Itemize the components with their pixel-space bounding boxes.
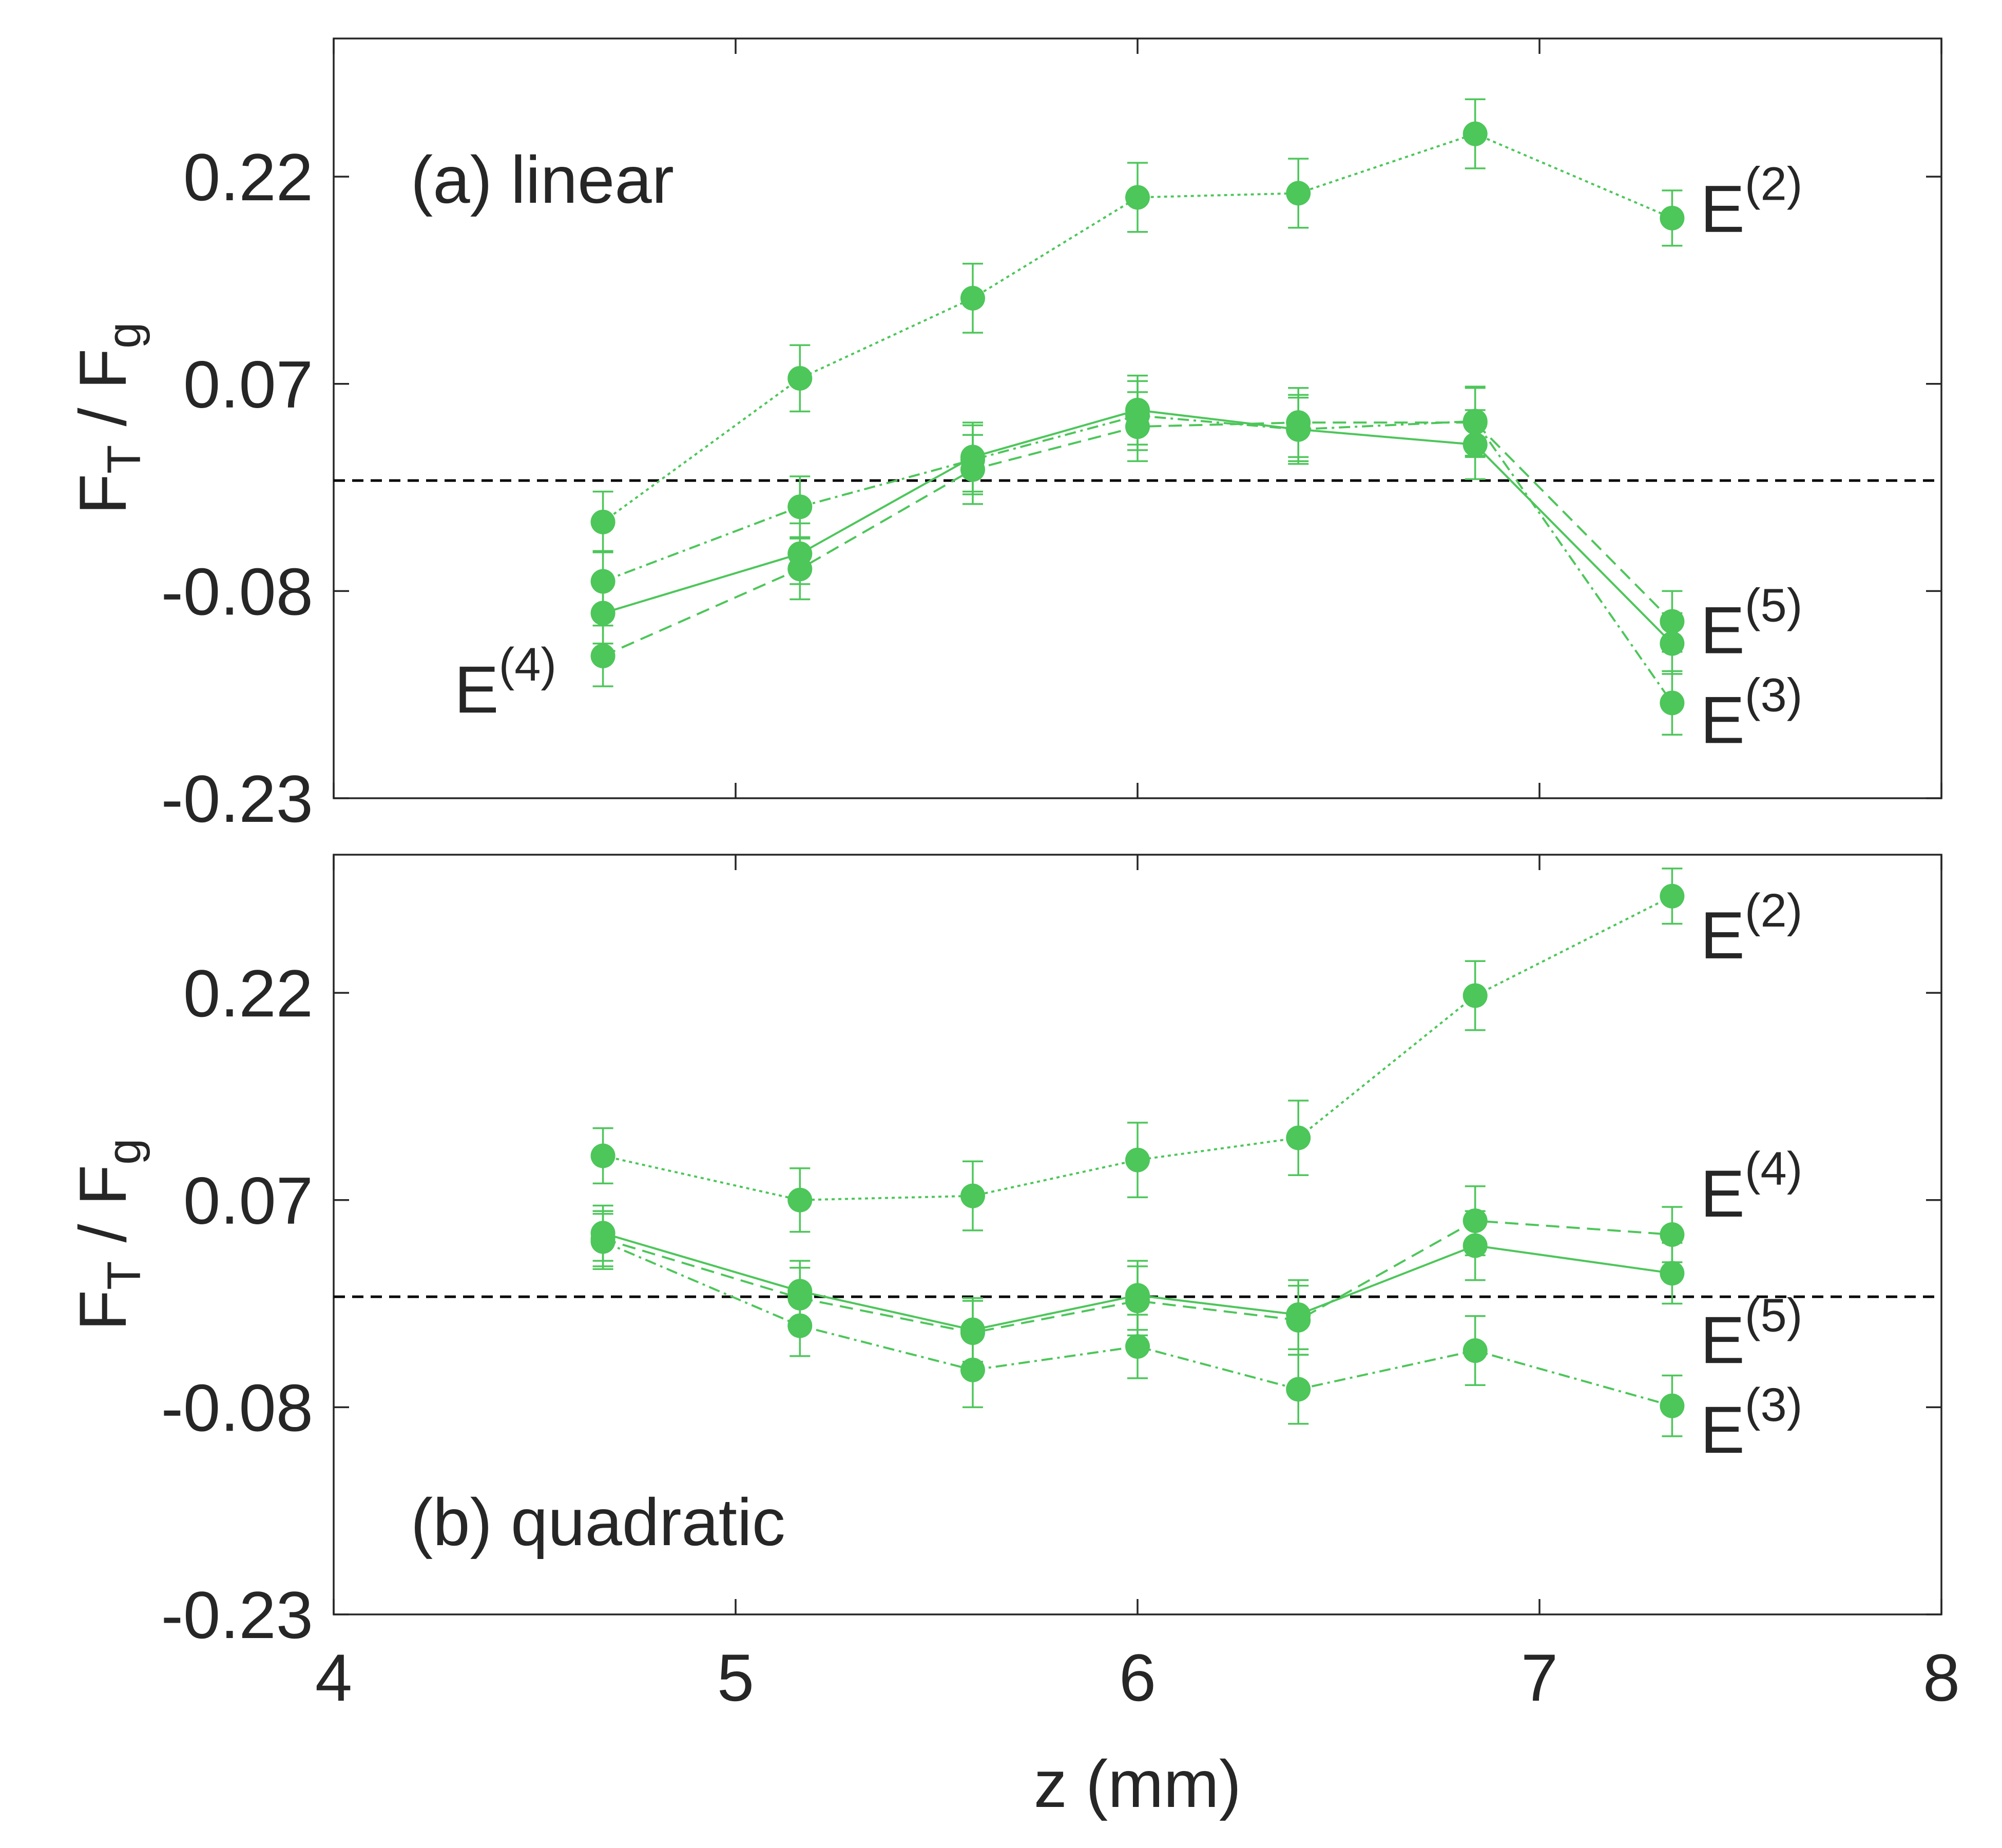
series-e5 [590,374,1685,675]
data-point [1125,1283,1150,1308]
y-axis-title-main: F [65,474,140,514]
y-axis-title-sub2: g [98,322,150,349]
series-annotation: E(2) [1700,158,1802,246]
y-axis-title-main: F [65,1290,140,1331]
annotation-base: E [1700,1392,1745,1467]
data-point [1286,1302,1311,1327]
data-point [1125,185,1150,210]
annotation-superscript: (4) [1745,1143,1802,1195]
panel-linear-data: E(2)E(5)E(3)E(4) [454,98,1802,757]
annotation-base: E [1700,898,1745,973]
panel-label-linear: (a) linear [411,142,674,217]
data-point [590,643,615,668]
data-point [590,601,615,626]
annotation-base: E [1700,1302,1745,1377]
panel-linear: -0.23-0.080.070.22 E(2)E(5)E(3)E(4) (a) … [65,37,1942,836]
data-point [1660,1393,1685,1418]
y-axis-title-sub1: T [98,1261,150,1290]
annotation-base: E [1700,682,1745,757]
data-point [1660,1222,1685,1247]
x-tick-label: 4 [315,1640,352,1715]
annotation-superscript: (5) [1745,1289,1802,1341]
panel-label-quadratic: (b) quadratic [411,1485,785,1560]
data-point [1462,432,1488,457]
y-tick-label: -0.23 [161,1577,313,1652]
data-point [1660,631,1685,656]
data-point [1286,417,1311,442]
annotation-superscript: (2) [1745,158,1802,210]
annotation-base: E [1700,1156,1745,1231]
data-point [960,1183,985,1208]
data-point [590,1143,615,1168]
y-axis-title-mid: / F [65,349,140,445]
x-tick-label: 7 [1521,1640,1558,1715]
data-point [960,285,985,311]
data-point [1462,121,1488,146]
data-point [960,445,985,470]
panel-quadratic: 4 5 6 7 8-0.23-0.080.070.22 E(2)E(4)E(5)E(3)… [65,854,1960,1821]
data-point [1286,181,1311,206]
x-tick-label: 8 [1923,1640,1960,1715]
data-point [1286,1125,1311,1150]
annotation-base: E [454,652,499,727]
data-point [1286,1377,1311,1402]
data-point [1462,983,1488,1008]
x-axis-title: z (mm) [1034,1746,1241,1821]
y-tick-label: 0.22 [183,140,313,215]
data-point [1660,690,1685,716]
data-point [787,494,813,519]
data-point [590,509,615,534]
series-e2 [590,868,1685,1233]
data-point [1125,1334,1150,1359]
y-axis-title-mid: / F [65,1165,140,1261]
data-point [1660,205,1685,230]
data-point [787,1279,813,1304]
data-point [590,569,615,594]
y-tick-label: 0.07 [183,347,313,422]
annotation-superscript: (2) [1745,884,1802,937]
data-point [787,365,813,391]
series-e2 [590,98,1685,553]
panel-quadratic-axes: 4 5 6 7 8 -0.23 -0.08 0.07 0.22 [161,854,1960,1715]
annotation-superscript: (4) [499,639,556,691]
y-tick-label: -0.08 [161,554,313,629]
series-e5 [590,1204,1685,1363]
series-annotation: E(5) [1700,579,1802,667]
data-point [1462,1338,1488,1363]
annotation-superscript: (3) [1745,669,1802,721]
data-point [787,1187,813,1212]
data-point [1660,883,1685,909]
y-tick-label: -0.23 [161,761,313,836]
annotation-base: E [1700,171,1745,246]
x-tick-label: 5 [717,1640,754,1715]
data-point [1462,1233,1488,1258]
y-tick-label: 0.22 [183,956,313,1031]
data-point [960,1317,985,1342]
y-axis-title-sub2: g [98,1139,150,1165]
data-point [787,541,813,566]
series-annotation: E(4) [1700,1143,1802,1231]
x-tick-label: 6 [1119,1640,1156,1715]
data-point [1125,1147,1150,1172]
series-annotation: E(2) [1700,884,1802,973]
y-axis-title-linear: FT / Fg [65,322,150,515]
series-annotation: E(5) [1700,1289,1802,1377]
panel-quadratic-data: E(2)E(4)E(5)E(3) [590,868,1802,1467]
series-annotation: E(4) [454,639,556,727]
data-point [1125,397,1150,422]
data-point [590,1221,615,1246]
annotation-base: E [1700,592,1745,667]
y-axis-title-sub1: T [98,445,150,474]
series-annotation: E(3) [1700,1379,1802,1467]
series-annotation: E(3) [1700,669,1802,757]
annotation-superscript: (5) [1745,579,1802,631]
annotation-superscript: (3) [1745,1379,1802,1431]
data-point [1660,1261,1685,1286]
y-axis-title-quadratic: FT / Fg [65,1139,150,1331]
panel-linear-axes: -0.23 -0.08 0.07 0.22 [161,37,1942,836]
y-tick-label: 0.07 [183,1163,313,1238]
y-tick-label: -0.08 [161,1370,313,1445]
